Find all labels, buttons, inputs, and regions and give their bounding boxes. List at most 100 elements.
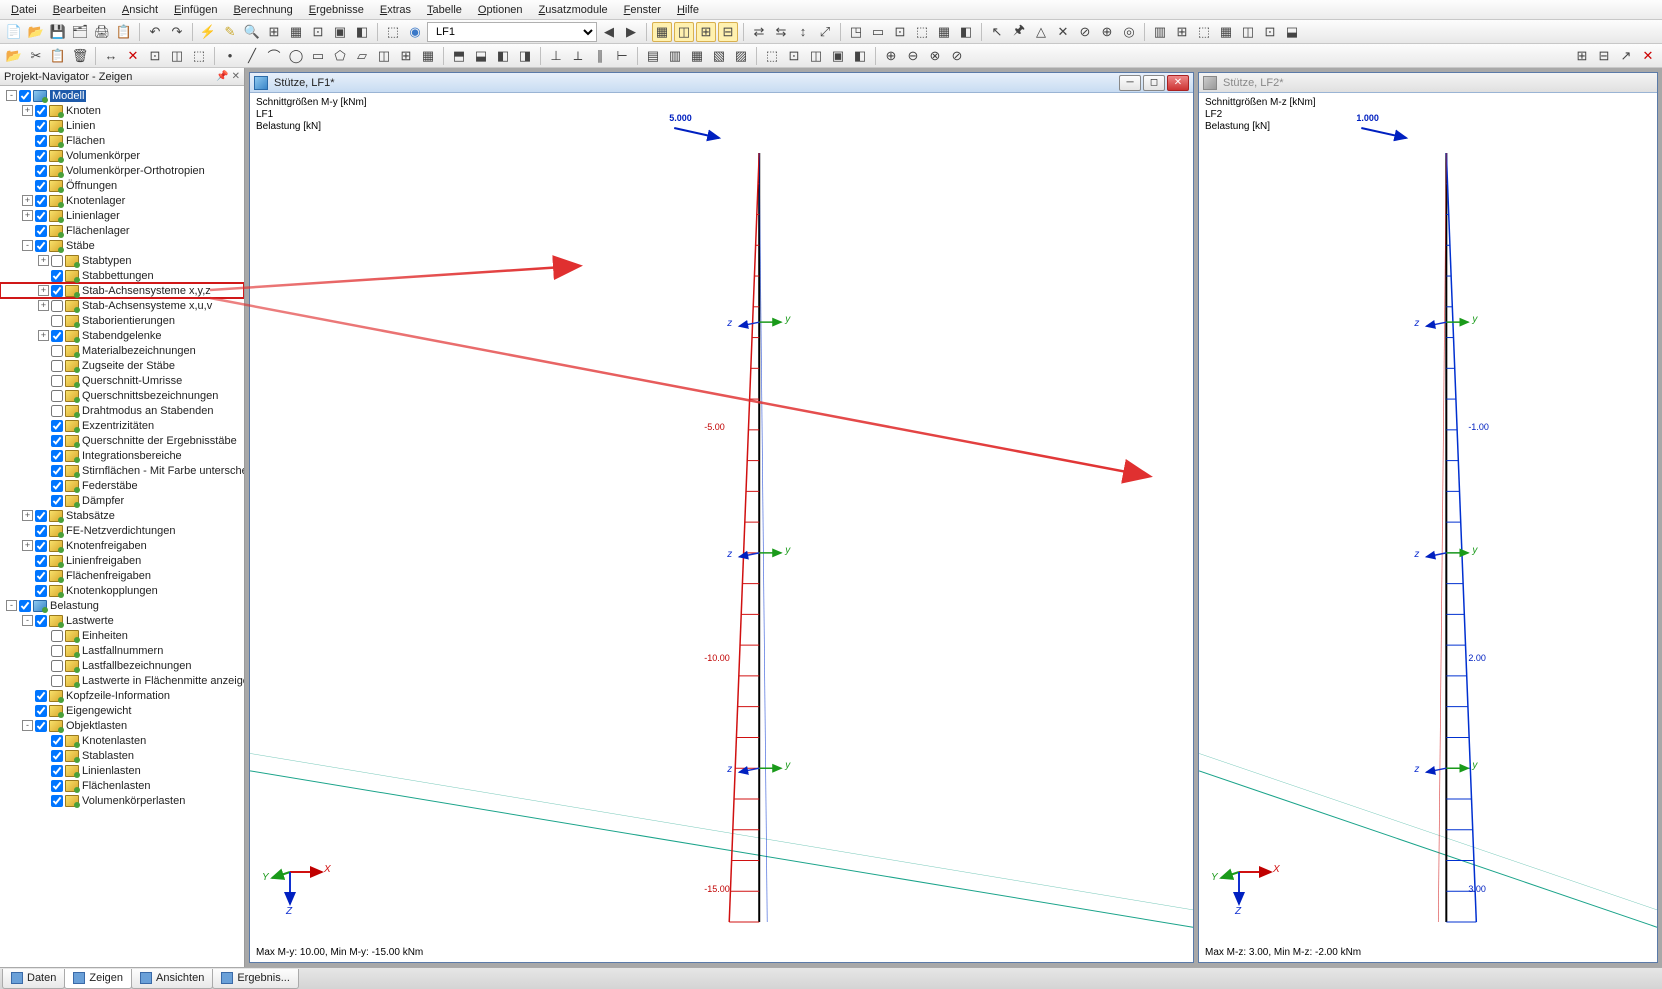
tree-checkbox[interactable] bbox=[51, 795, 63, 807]
tree-checkbox[interactable] bbox=[51, 435, 63, 447]
bottom-tab[interactable]: Daten bbox=[2, 969, 65, 989]
menu-extras[interactable]: Extras bbox=[373, 2, 418, 18]
tree-item[interactable]: Knotenlasten bbox=[0, 733, 244, 748]
menu-fenster[interactable]: Fenster bbox=[617, 2, 668, 18]
bottom-tab[interactable]: Zeigen bbox=[64, 969, 132, 989]
tree-checkbox[interactable] bbox=[51, 420, 63, 432]
tool-icon[interactable]: ⊖ bbox=[903, 46, 923, 66]
tree-item[interactable]: Flächenlager bbox=[0, 223, 244, 238]
tool-icon[interactable]: ▨ bbox=[731, 46, 751, 66]
tool-icon[interactable]: ▤ bbox=[643, 46, 663, 66]
tree-checkbox[interactable] bbox=[51, 675, 63, 687]
tool-icon[interactable]: ▦ bbox=[934, 22, 954, 42]
tree-checkbox[interactable] bbox=[51, 780, 63, 792]
tree-item[interactable]: -Modell bbox=[0, 88, 244, 103]
tool-icon[interactable]: ▦ bbox=[687, 46, 707, 66]
tree-checkbox[interactable] bbox=[35, 540, 47, 552]
tree-item[interactable]: Staborientierungen bbox=[0, 313, 244, 328]
tree-item[interactable]: +Knoten bbox=[0, 103, 244, 118]
tool-icon[interactable]: ⊡ bbox=[1260, 22, 1280, 42]
tool-icon[interactable]: ⇆ bbox=[771, 22, 791, 42]
tool-icon[interactable]: ◨ bbox=[515, 46, 535, 66]
tool-icon[interactable]: ↕ bbox=[793, 22, 813, 42]
tool-icon[interactable]: ✕ bbox=[1053, 22, 1073, 42]
tree-item[interactable]: +Knotenfreigaben bbox=[0, 538, 244, 553]
tool-icon[interactable]: ▭ bbox=[308, 46, 328, 66]
tool-icon[interactable]: ⬚ bbox=[189, 46, 209, 66]
tool-icon[interactable]: ⊟ bbox=[718, 22, 738, 42]
tree-checkbox[interactable] bbox=[51, 405, 63, 417]
tool-icon[interactable]: ◉ bbox=[405, 22, 425, 42]
tree-item[interactable]: Querschnittsbezeichnungen bbox=[0, 388, 244, 403]
tool-icon[interactable]: ⇄ bbox=[749, 22, 769, 42]
tree-checkbox[interactable] bbox=[19, 90, 31, 102]
tree-item[interactable]: Querschnitte der Ergebnisstäbe bbox=[0, 433, 244, 448]
tool-icon[interactable]: ⬓ bbox=[471, 46, 491, 66]
tree-checkbox[interactable] bbox=[51, 360, 63, 372]
tree-checkbox[interactable] bbox=[35, 240, 47, 252]
tool-icon[interactable]: ⬒ bbox=[449, 46, 469, 66]
tree-item[interactable]: +Stabsätze bbox=[0, 508, 244, 523]
tool-icon[interactable]: ▭ bbox=[868, 22, 888, 42]
window-titlebar[interactable]: Stütze, LF1* ─ ◻ ✕ bbox=[250, 73, 1193, 93]
open-icon[interactable]: 📂 bbox=[26, 22, 46, 42]
tree-checkbox[interactable] bbox=[35, 105, 47, 117]
tree-item[interactable]: +Stab-Achsensysteme x,y,z bbox=[0, 283, 244, 298]
tree-checkbox[interactable] bbox=[51, 330, 63, 342]
tree-item[interactable]: +Linienlager bbox=[0, 208, 244, 223]
tree-checkbox[interactable] bbox=[51, 300, 63, 312]
tree-checkbox[interactable] bbox=[51, 465, 63, 477]
tool-icon[interactable]: ▦ bbox=[286, 22, 306, 42]
tree-item[interactable]: -Lastwerte bbox=[0, 613, 244, 628]
tree-checkbox[interactable] bbox=[51, 285, 63, 297]
tool-icon[interactable]: ⊞ bbox=[396, 46, 416, 66]
tool-icon[interactable]: ▱ bbox=[352, 46, 372, 66]
tree-checkbox[interactable] bbox=[35, 210, 47, 222]
tree-item[interactable]: Knotenkopplungen bbox=[0, 583, 244, 598]
tree-checkbox[interactable] bbox=[19, 600, 31, 612]
tool-icon[interactable]: ▣ bbox=[828, 46, 848, 66]
tool-icon[interactable]: ◫ bbox=[1238, 22, 1258, 42]
tool-icon[interactable]: ⊕ bbox=[881, 46, 901, 66]
tree-checkbox[interactable] bbox=[35, 585, 47, 597]
navigator-tree[interactable]: -Modell+KnotenLinienFlächenVolumenkörper… bbox=[0, 86, 244, 967]
tool-icon[interactable]: ◳ bbox=[846, 22, 866, 42]
tree-checkbox[interactable] bbox=[51, 495, 63, 507]
prev-icon[interactable]: ◀ bbox=[599, 22, 619, 42]
tree-item[interactable]: Linien bbox=[0, 118, 244, 133]
tree-checkbox[interactable] bbox=[51, 660, 63, 672]
tree-item[interactable]: Einheiten bbox=[0, 628, 244, 643]
tree-checkbox[interactable] bbox=[51, 315, 63, 327]
tool-icon[interactable]: ▦ bbox=[1216, 22, 1236, 42]
tool-icon[interactable]: ✕ bbox=[123, 46, 143, 66]
tool-icon[interactable]: ✂ bbox=[26, 46, 46, 66]
tree-checkbox[interactable] bbox=[35, 690, 47, 702]
tool-icon[interactable]: ╱ bbox=[242, 46, 262, 66]
tool-icon[interactable]: ▥ bbox=[1150, 22, 1170, 42]
tool-icon[interactable]: ∥ bbox=[590, 46, 610, 66]
tool-icon[interactable]: ✕ bbox=[1638, 46, 1658, 66]
tool-icon[interactable]: ⬚ bbox=[1194, 22, 1214, 42]
tree-item[interactable]: -Objektlasten bbox=[0, 718, 244, 733]
minimize-button[interactable]: ─ bbox=[1119, 75, 1141, 91]
tree-item[interactable]: Federstäbe bbox=[0, 478, 244, 493]
menu-datei[interactable]: Datei bbox=[4, 2, 44, 18]
tool-icon[interactable]: ⊞ bbox=[264, 22, 284, 42]
tool-icon[interactable]: ◧ bbox=[352, 22, 372, 42]
tree-item[interactable]: Volumenkörper bbox=[0, 148, 244, 163]
tree-checkbox[interactable] bbox=[35, 705, 47, 717]
tool-icon[interactable]: ⊘ bbox=[947, 46, 967, 66]
menu-hilfe[interactable]: Hilfe bbox=[670, 2, 706, 18]
tool-icon[interactable]: 📋 bbox=[114, 22, 134, 42]
tree-item[interactable]: Stirnflächen - Mit Farbe unterscheiden bbox=[0, 463, 244, 478]
tool-icon[interactable]: ⊡ bbox=[145, 46, 165, 66]
tool-icon[interactable]: ⊕ bbox=[1097, 22, 1117, 42]
tree-item[interactable]: Volumenkörperlasten bbox=[0, 793, 244, 808]
tree-item[interactable]: +Stabtypen bbox=[0, 253, 244, 268]
tool-icon[interactable]: ⬠ bbox=[330, 46, 350, 66]
tree-checkbox[interactable] bbox=[51, 390, 63, 402]
tool-icon[interactable]: 🖈 bbox=[1009, 22, 1029, 42]
tree-checkbox[interactable] bbox=[35, 165, 47, 177]
bottom-tab[interactable]: Ergebnis... bbox=[212, 969, 299, 989]
tree-checkbox[interactable] bbox=[51, 645, 63, 657]
